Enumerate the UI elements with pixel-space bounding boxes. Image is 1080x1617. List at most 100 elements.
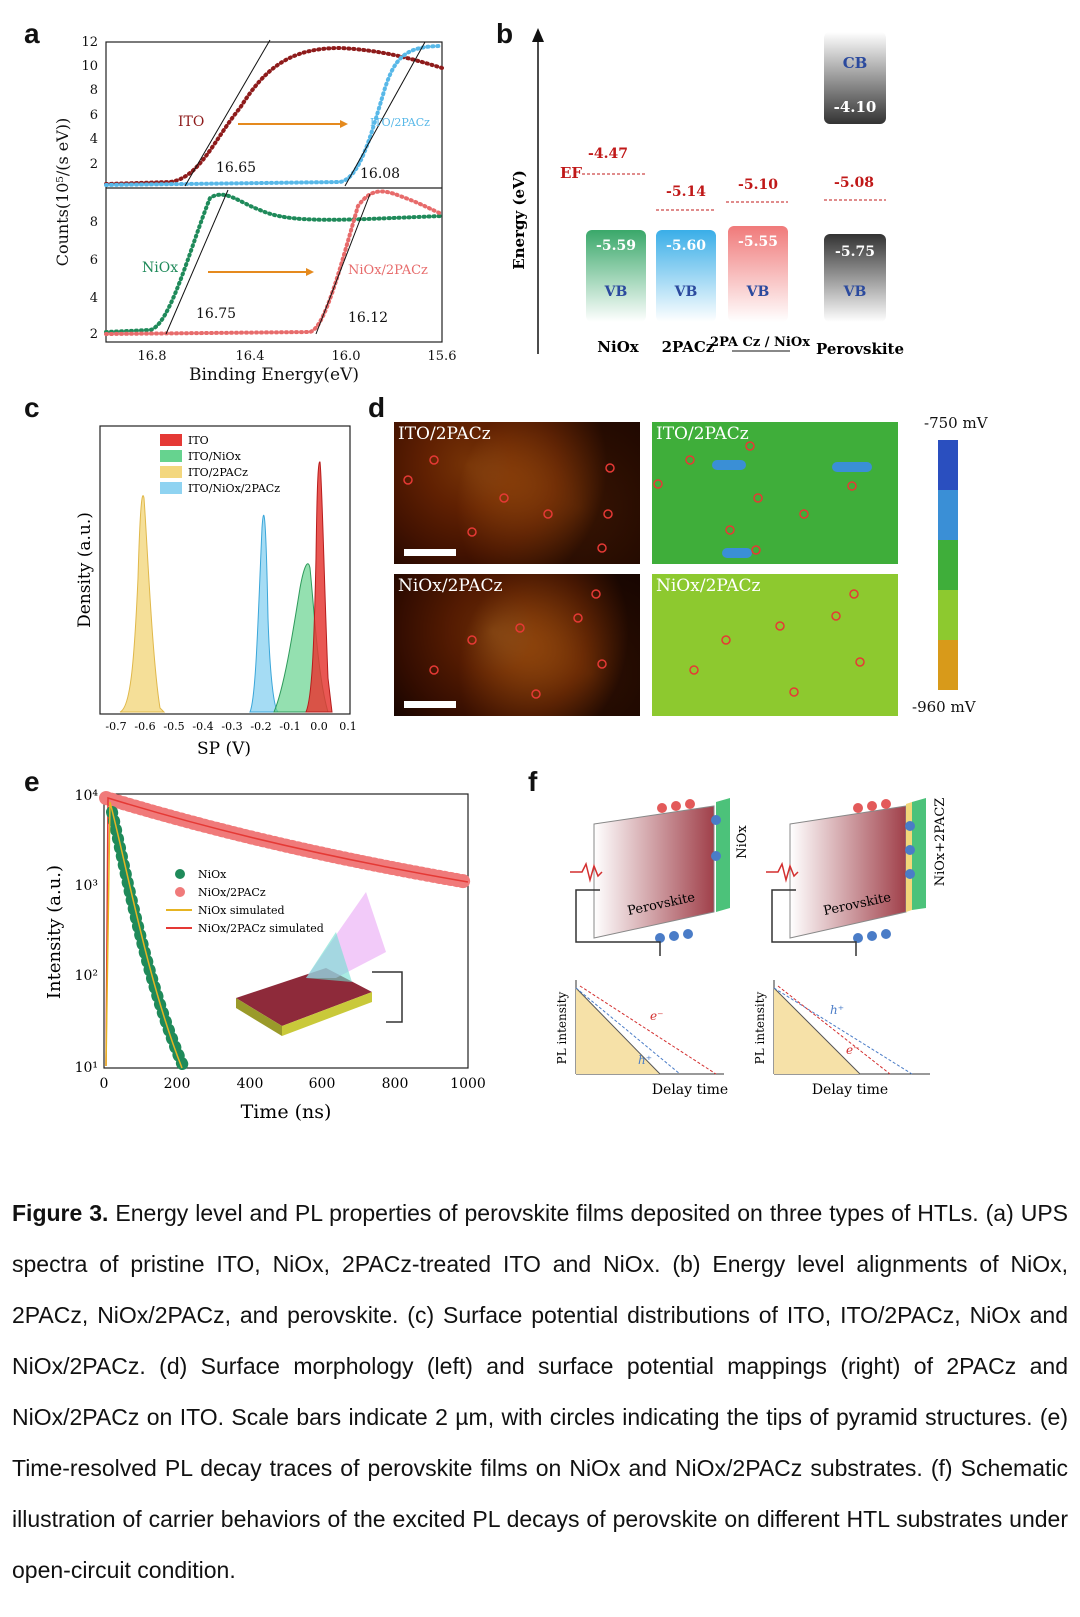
panel-label-b: b [496,18,514,49]
e-xtick: 200 [164,1076,191,1092]
e-ytick: 10¹ [75,1060,98,1076]
a-ytick: 6 [90,108,98,123]
a-ytick: 2 [90,327,98,342]
a-ytick: 8 [90,83,98,98]
panel-label-d: d [368,392,386,423]
b-name-niox-2pacz: 2PA Cz / NiOx [710,335,810,350]
d-scale-top: -750 mV [924,414,988,432]
d-afm-bottom-label: NiOx/2PACz [398,576,503,596]
a-xtick: 16.8 [138,349,167,364]
e-ytick: 10⁴ [75,788,99,804]
panel-label-f: f [528,766,538,797]
b-cb-label: CB [843,54,868,72]
peak-ito-niox-2pacz [249,514,280,713]
surface-potential-colorbar [938,440,958,690]
a-xlabel: Binding Energy(eV) [189,365,359,385]
c-xtick: -0.3 [221,720,242,733]
panel-label-e: e [24,766,40,797]
a-xtick: 15.6 [428,349,457,364]
f-left-htl: NiOx [735,825,750,859]
b-vb-2pacz: -5.60 [666,238,706,254]
b-vb-label: VB [604,284,628,300]
c-xtick: -0.4 [192,720,213,733]
a-label-ito: ITO [178,114,204,130]
d-kpfm-top-label: ITO/2PACz [656,424,749,444]
f-left-h: h⁺ [638,1053,652,1067]
peak-ito-2pacz [119,495,166,713]
surface-potential-distribution-chart: ITO ITO/NiOx ITO/2PACz ITO/NiOx/2PACz -0… [75,425,357,759]
c-legend-ito-niox-2pacz: ITO/NiOx/2PACz [188,482,280,495]
b-vb-label: VB [746,284,770,300]
f-right-h: h⁺ [830,1003,844,1017]
a-cutoff-ito: 16.65 [216,160,256,176]
b-name-2pacz: 2PACz [662,338,715,356]
a-xtick: 16.4 [236,349,265,364]
b-vb-label: VB [674,284,698,300]
f-right-htl: NiOx+2PACZ [933,798,948,887]
d-scale-bottom: -960 mV [912,698,976,716]
carrier-schematic: NiOx Perovskite NiOx+2PACZ Perovskite e⁻… [555,798,948,1098]
2pacz-vb-block [656,230,716,322]
a-xtick: 16.0 [332,349,361,364]
b-cbm-value: -4.10 [834,98,877,116]
c-legend-ito: ITO [188,434,209,447]
niox-vb-block [586,230,646,322]
e-legend-niox-2pacz: NiOx/2PACz [198,886,266,899]
c-legend-ito-2pacz: ITO/2PACz [188,466,248,479]
c-xtick: -0.7 [105,720,126,733]
e-ytick: 10³ [75,878,98,894]
a-ytick: 6 [90,253,98,268]
left-perovskite-layer [593,805,715,939]
left-htl-layer [716,798,730,912]
peak-ito [305,461,333,713]
a-ytick: 8 [90,215,98,230]
ito-curve [104,45,444,186]
niox-decay [106,806,190,1074]
niox-fit [105,801,183,1069]
a-ytick: 4 [90,132,98,147]
e-legend-niox: NiOx [198,868,227,881]
f-left-e: e⁻ [650,1009,663,1023]
b-vb-niox-2pacz: -5.55 [738,234,778,250]
b-vb-label: VB [843,284,867,300]
niox-2pacz-decay [99,791,475,889]
a-cutoff-niox: 16.75 [196,306,236,322]
f-right-pl-xlabel: Delay time [812,1082,888,1098]
energy-level-diagram: Energy (eV) CB -4.10 EF -4.47 -5.14 -5.1… [510,28,904,358]
b-ef-niox-2pacz: -5.10 [738,177,778,193]
niox-2pacz-fit [105,796,469,1067]
b-ef-2pacz: -5.14 [666,184,706,200]
trpl-decay-chart: NiOx NiOx/2PACz NiOx simulated NiOx/2PAC… [44,788,486,1123]
c-xtick: -0.6 [134,720,155,733]
perovskite-vb-block [824,234,886,322]
right-perovskite-layer [789,805,907,939]
a-cutoff-niox-2pacz: 16.12 [348,310,388,326]
pyramid-tip-markers [403,441,865,699]
b-vb-perovskite: -5.75 [835,244,875,260]
a-label-ito-2pacz: ITO/2PACz [370,116,430,129]
scale-bar [404,701,456,708]
e-ytick: 10² [75,968,98,984]
b-name-niox: NiOx [597,338,639,356]
c-xtick: -0.1 [279,720,300,733]
e-legend-niox-sim: NiOx simulated [198,904,285,917]
b-ef-perovskite: -5.08 [834,175,874,191]
right-htl-layer [912,798,926,910]
f-left-pl-ylabel: PL intensity [555,991,569,1064]
e-xtick: 400 [237,1076,264,1092]
figure-caption: Figure 3. Energy level and PL properties… [12,1188,1068,1596]
d-afm-top-label: ITO/2PACz [398,424,491,444]
a-label-niox: NiOx [142,260,178,276]
f-right-e: e⁻ [846,1043,859,1057]
c-xtick: -0.2 [250,720,271,733]
a-ytick: 10 [81,59,98,74]
e-xtick: 600 [309,1076,336,1092]
niox-curve [104,192,444,334]
kpfm-map-ito-2pacz: ITO/2PACz [652,422,898,564]
f-right-pl-ylabel: PL intensity [753,991,767,1064]
c-legend-ito-niox: ITO/NiOx [188,450,242,463]
a-label-niox-2pacz: NiOx/2PACz [348,263,428,278]
f-left-pl-xlabel: Delay time [652,1082,728,1098]
a-ytick: 12 [81,35,98,50]
inset-perovskite-film [236,968,372,1026]
